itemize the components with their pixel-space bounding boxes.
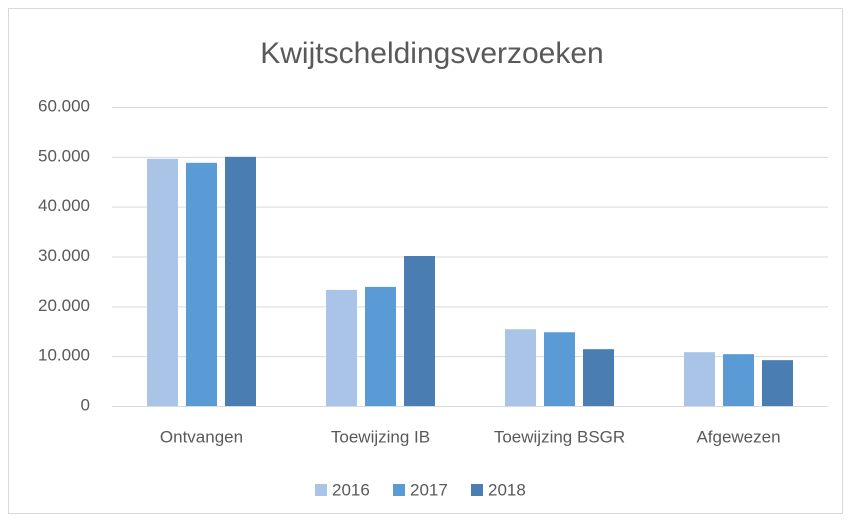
y-tick-label: 30.000 <box>38 246 90 265</box>
bar <box>147 158 178 406</box>
legend-label: 2016 <box>332 480 370 499</box>
y-tick-label: 20.000 <box>38 296 90 315</box>
y-tick-label: 60.000 <box>38 96 90 115</box>
legend-swatch <box>471 484 483 496</box>
bar <box>505 329 536 406</box>
bar <box>723 354 754 406</box>
x-tick-label: Ontvangen <box>160 427 243 446</box>
y-tick-label: 40.000 <box>38 196 90 215</box>
x-tick-label: Afgewezen <box>696 427 780 446</box>
x-tick-label: Toewijzing IB <box>331 427 430 446</box>
chart-title: Kwijtscheldingsverzoeken <box>260 37 604 70</box>
x-tick-label: Toewijzing BSGR <box>494 427 625 446</box>
bar <box>583 349 614 406</box>
bar <box>762 360 793 406</box>
y-tick-label: 50.000 <box>38 146 90 165</box>
legend-swatch <box>315 484 327 496</box>
bar <box>225 156 256 406</box>
bar <box>684 352 715 406</box>
y-tick-label: 0 <box>81 395 90 414</box>
bar <box>544 332 575 406</box>
bar <box>365 286 396 406</box>
bar <box>326 289 357 406</box>
y-tick-label: 10.000 <box>38 346 90 365</box>
legend-label: 2017 <box>410 480 448 499</box>
legend-swatch <box>393 484 405 496</box>
legend-label: 2018 <box>488 480 526 499</box>
bar <box>186 162 217 406</box>
bar <box>404 256 435 406</box>
